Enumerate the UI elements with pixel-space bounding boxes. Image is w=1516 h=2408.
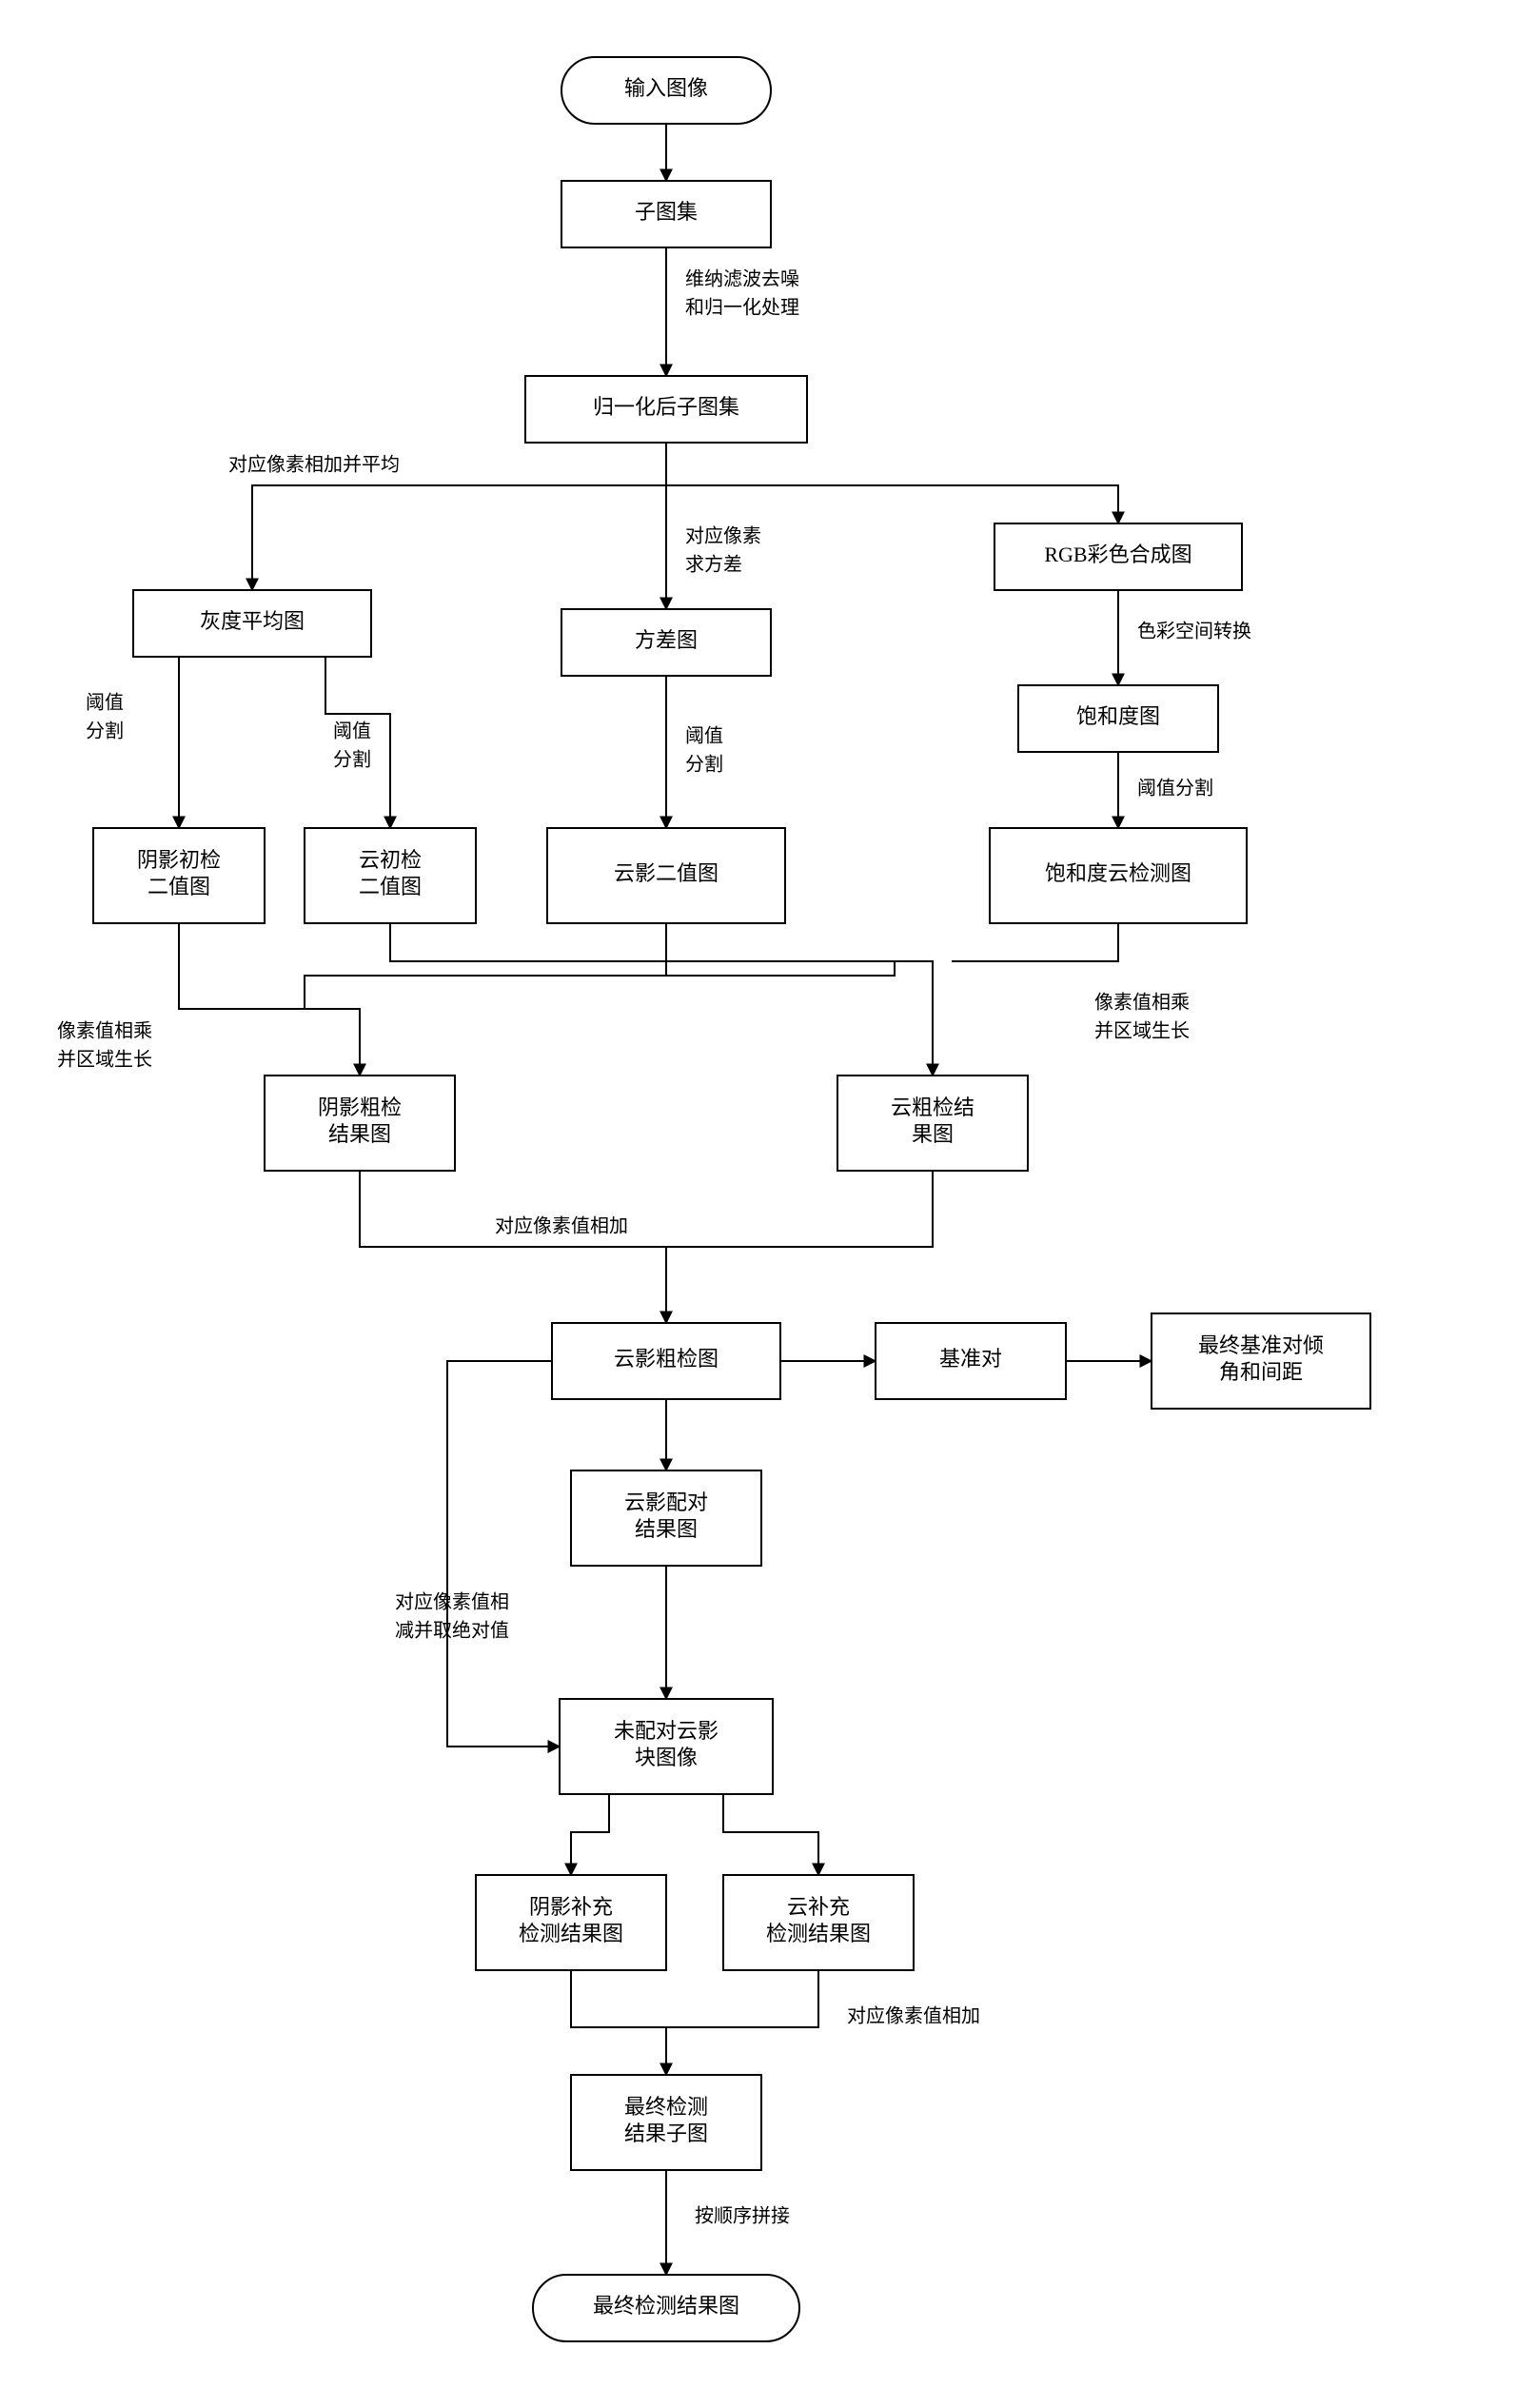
node-label: 最终检测结果图 xyxy=(593,2294,739,2318)
edge-label: 对应像素值相 xyxy=(395,1591,509,1613)
flow-edge xyxy=(305,923,666,1009)
flow-edge xyxy=(666,1171,933,1247)
node-shadowinit: 阴影初检二值图 xyxy=(93,828,265,923)
flow-edge xyxy=(390,923,933,1076)
node-label: 子图集 xyxy=(635,200,698,224)
edge-label: 像素值相乘 xyxy=(57,1020,152,1042)
edge-label: 阈值 xyxy=(333,720,371,742)
node-label: 云粗检结 xyxy=(891,1095,975,1119)
node-unpair: 未配对云影块图像 xyxy=(560,1699,773,1794)
edge-label: 阈值分割 xyxy=(1137,778,1213,799)
edge-label: 色彩空间转换 xyxy=(1137,621,1251,642)
node-label: 检测结果图 xyxy=(519,1922,623,1945)
flow-edge xyxy=(666,443,1118,523)
flow-edge xyxy=(447,1361,560,1747)
edge-label: 分割 xyxy=(86,720,124,742)
node-label: 云补充 xyxy=(787,1895,850,1919)
node-rgbcomp: RGB彩色合成图 xyxy=(994,523,1242,590)
flow-edge xyxy=(666,1970,818,2027)
node-label: 结果图 xyxy=(328,1122,391,1146)
node-label: 最终基准对倾 xyxy=(1198,1333,1324,1357)
flow-edge xyxy=(952,923,1118,961)
edge-label: 减并取绝对值 xyxy=(395,1620,509,1642)
node-label: 阴影补充 xyxy=(529,1895,613,1919)
node-label: 饱和度云检测图 xyxy=(1045,861,1191,885)
node-norm: 归一化后子图集 xyxy=(525,376,807,443)
node-label: 云初检 xyxy=(359,848,422,872)
edge-label: 对应像素值相加 xyxy=(495,1215,628,1237)
node-label: 未配对云影 xyxy=(614,1719,719,1743)
node-label: 最终检测 xyxy=(624,2095,708,2119)
node-end: 最终检测结果图 xyxy=(533,2275,799,2341)
node-label: 果图 xyxy=(912,1122,954,1146)
edge-label: 维纳滤波去噪 xyxy=(685,268,799,290)
node-label: 基准对 xyxy=(939,1347,1002,1371)
flow-edge xyxy=(571,1970,666,2075)
node-label: 检测结果图 xyxy=(766,1922,871,1945)
node-label: 归一化后子图集 xyxy=(593,395,739,419)
node-csrough: 云影粗检图 xyxy=(552,1323,780,1399)
flow-edge xyxy=(723,1794,818,1875)
node-label: 云影粗检图 xyxy=(614,1347,719,1371)
node-shadowcoarse: 阴影粗检结果图 xyxy=(265,1076,455,1171)
node-label: 输入图像 xyxy=(624,76,708,100)
flow-edge xyxy=(360,1171,666,1323)
edge-label: 和归一化处理 xyxy=(685,297,799,319)
node-label: 云影配对 xyxy=(624,1490,708,1514)
node-label: RGB彩色合成图 xyxy=(1044,543,1191,566)
node-label: 结果子图 xyxy=(624,2122,708,2145)
node-satimg: 饱和度图 xyxy=(1018,685,1218,752)
edge-label: 阈值 xyxy=(685,725,723,747)
node-baseline: 基准对 xyxy=(876,1323,1066,1399)
edge-label: 并区域生长 xyxy=(57,1049,152,1071)
node-label: 结果图 xyxy=(635,1517,698,1541)
node-cloudinit: 云初检二值图 xyxy=(305,828,476,923)
edge-label: 像素值相乘 xyxy=(1094,992,1190,1014)
node-start: 输入图像 xyxy=(561,57,771,124)
edge-label: 求方差 xyxy=(685,554,742,576)
node-finalsub: 最终检测结果子图 xyxy=(571,2075,761,2170)
edge-label: 按顺序拼接 xyxy=(695,2205,790,2227)
node-cloudcoarse: 云粗检结果图 xyxy=(837,1076,1028,1171)
node-label: 灰度平均图 xyxy=(200,609,305,633)
node-label: 二值图 xyxy=(359,875,422,898)
node-label: 角和间距 xyxy=(1219,1360,1303,1384)
flow-edge xyxy=(571,1794,609,1875)
edge-label: 对应像素 xyxy=(685,525,761,547)
node-label: 阴影粗检 xyxy=(318,1095,402,1119)
node-label: 阴影初检 xyxy=(137,848,221,872)
node-label: 饱和度图 xyxy=(1076,704,1160,728)
edge-label: 分割 xyxy=(685,754,723,776)
node-label: 方差图 xyxy=(635,628,698,652)
node-varimg: 方差图 xyxy=(561,609,771,676)
node-satcloud: 饱和度云检测图 xyxy=(990,828,1247,923)
edge-label: 对应像素相加并平均 xyxy=(228,454,400,476)
edge-label: 分割 xyxy=(333,749,371,771)
edge-label: 对应像素值相加 xyxy=(847,2005,980,2027)
node-cspair: 云影配对结果图 xyxy=(571,1470,761,1566)
node-subimg: 子图集 xyxy=(561,181,771,247)
node-finalbase: 最终基准对倾角和间距 xyxy=(1152,1313,1370,1409)
node-shadowsupp: 阴影补充检测结果图 xyxy=(476,1875,666,1970)
flow-edge xyxy=(666,923,895,976)
node-cloudsupp: 云补充检测结果图 xyxy=(723,1875,914,1970)
node-grayavg: 灰度平均图 xyxy=(133,590,371,657)
flow-edge xyxy=(179,923,360,1076)
node-label: 云影二值图 xyxy=(614,861,719,885)
node-cloudshadowbin: 云影二值图 xyxy=(547,828,785,923)
node-label: 块图像 xyxy=(635,1746,698,1769)
edge-label: 阈值 xyxy=(86,692,124,714)
edge-label: 并区域生长 xyxy=(1094,1020,1190,1042)
flow-edge xyxy=(325,657,390,828)
node-label: 二值图 xyxy=(148,875,210,898)
